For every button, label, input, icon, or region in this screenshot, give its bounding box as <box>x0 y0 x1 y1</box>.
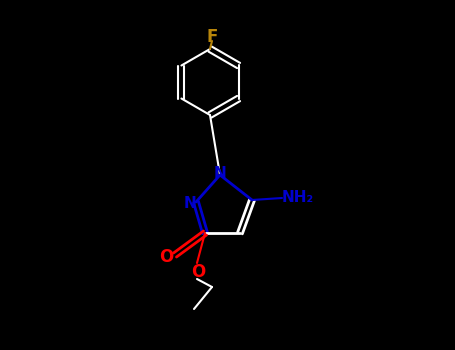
Text: N: N <box>214 166 227 181</box>
Text: F: F <box>206 28 217 46</box>
Text: O: O <box>191 263 205 281</box>
Text: N: N <box>184 196 197 211</box>
Text: O: O <box>159 248 173 266</box>
Text: NH₂: NH₂ <box>282 190 314 205</box>
